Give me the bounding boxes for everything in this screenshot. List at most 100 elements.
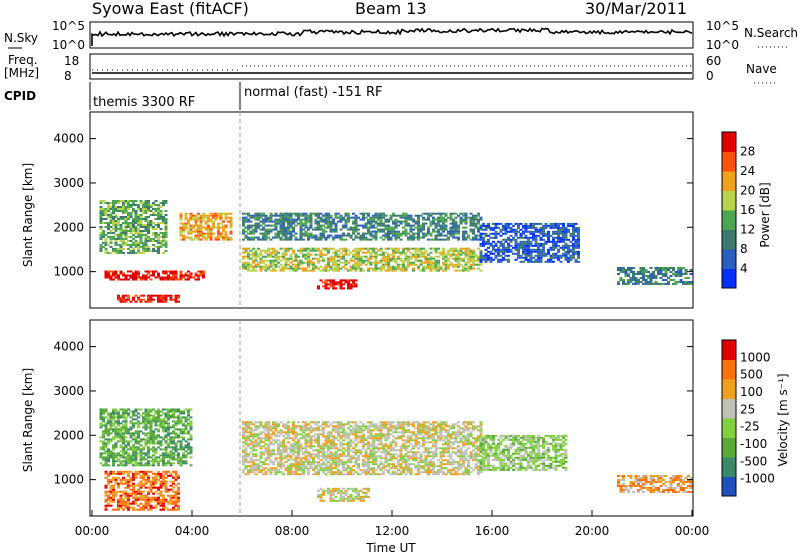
echo-cell	[462, 429, 465, 432]
echo-cell	[427, 253, 430, 256]
echo-cell	[269, 425, 273, 428]
echo-cell	[339, 261, 343, 264]
echo-cell	[282, 425, 285, 428]
echo-cell	[127, 294, 130, 297]
echo-cell	[297, 439, 300, 442]
echo-cell	[509, 244, 513, 247]
echo-cell	[347, 471, 350, 474]
echo-cell	[449, 469, 453, 472]
echo-cell	[137, 216, 140, 218]
echo-cell	[129, 204, 133, 206]
echo-cell	[102, 233, 105, 236]
echo-cell	[202, 216, 205, 219]
power-ylabel: Slant Range [km]	[21, 163, 35, 267]
echo-cell	[464, 425, 468, 428]
echo-cell	[564, 228, 568, 231]
echo-cell	[264, 459, 268, 462]
echo-cell	[137, 220, 140, 222]
echo-cell	[137, 233, 140, 236]
echo-cell	[359, 469, 363, 472]
echo-cell	[284, 457, 288, 460]
echo-cell	[124, 278, 128, 281]
echo-cell	[464, 216, 468, 219]
echo-cell	[454, 247, 458, 250]
echo-cell	[427, 263, 430, 266]
echo-cell	[254, 429, 258, 432]
echo-cell	[149, 249, 153, 252]
echo-cell	[262, 238, 265, 241]
echo-cell	[664, 269, 668, 271]
echo-cell	[469, 267, 473, 270]
echo-cell	[137, 224, 140, 226]
echo-cell	[159, 222, 163, 224]
echo-cell	[139, 226, 143, 228]
echo-cell	[142, 226, 145, 228]
echo-cell	[282, 214, 285, 217]
echo-cell	[354, 220, 358, 223]
echo-cell	[349, 445, 353, 448]
echo-cell	[287, 263, 290, 266]
echo-cell	[407, 469, 410, 472]
echo-cell	[282, 439, 285, 442]
echo-cell	[184, 228, 188, 231]
echo-cell	[247, 437, 250, 440]
nsky-panel: N.Sky 10^5 10^0 10^5 10^0 N.Search	[4, 19, 798, 52]
echo-cell	[314, 455, 318, 458]
echo-cell	[339, 421, 343, 424]
echo-cell	[372, 459, 375, 462]
echo-cell	[339, 216, 343, 219]
echo-cell	[204, 216, 208, 219]
echo-cell	[492, 236, 495, 239]
echo-cell	[567, 258, 570, 261]
echo-cell	[179, 216, 183, 219]
echo-cell	[537, 230, 540, 233]
echo-cell	[454, 435, 458, 438]
echo-cell	[257, 471, 260, 474]
echo-cell	[277, 453, 280, 456]
echo-cell	[104, 247, 108, 250]
echo-cell	[472, 249, 475, 252]
echo-cell	[514, 238, 518, 241]
echo-cell	[427, 425, 430, 428]
echo-cell	[179, 226, 183, 229]
echo-cell	[624, 275, 628, 277]
echo-cell	[117, 294, 120, 297]
echo-cell	[357, 232, 360, 235]
echo-cell	[437, 220, 440, 223]
echo-cell	[507, 250, 510, 253]
echo-cell	[494, 254, 498, 257]
echo-cell	[244, 263, 248, 266]
echo-cell	[392, 471, 395, 474]
echo-cell	[269, 469, 273, 472]
echo-cell	[464, 437, 468, 440]
echo-cell	[259, 447, 263, 450]
echo-cell	[377, 449, 380, 452]
echo-cell	[219, 234, 223, 237]
echo-cell	[244, 447, 248, 450]
echo-cell	[572, 252, 575, 255]
echo-cell	[467, 249, 470, 252]
echo-cell	[294, 461, 298, 464]
echo-cell	[377, 437, 380, 440]
echo-cell	[389, 423, 393, 426]
echo-cell	[334, 421, 338, 424]
echo-cell	[132, 274, 135, 277]
echo-cell	[434, 234, 438, 237]
echo-cell	[554, 224, 558, 227]
echo-cell	[99, 208, 103, 210]
echo-cell	[437, 224, 440, 227]
echo-cell	[359, 449, 363, 452]
echo-cell	[454, 230, 458, 233]
echo-cell	[252, 232, 255, 235]
echo-cell	[472, 443, 475, 446]
echo-cell	[112, 278, 115, 281]
echo-cell	[157, 294, 160, 297]
y-tick-label: 3000	[53, 176, 84, 190]
echo-cell	[252, 261, 255, 264]
echo-cell	[464, 218, 468, 221]
echo-cell	[119, 296, 123, 299]
echo-cell	[254, 435, 258, 438]
echo-cell	[404, 269, 408, 272]
colorbar-tick-label: 28	[740, 145, 755, 159]
echo-cell	[399, 435, 403, 438]
